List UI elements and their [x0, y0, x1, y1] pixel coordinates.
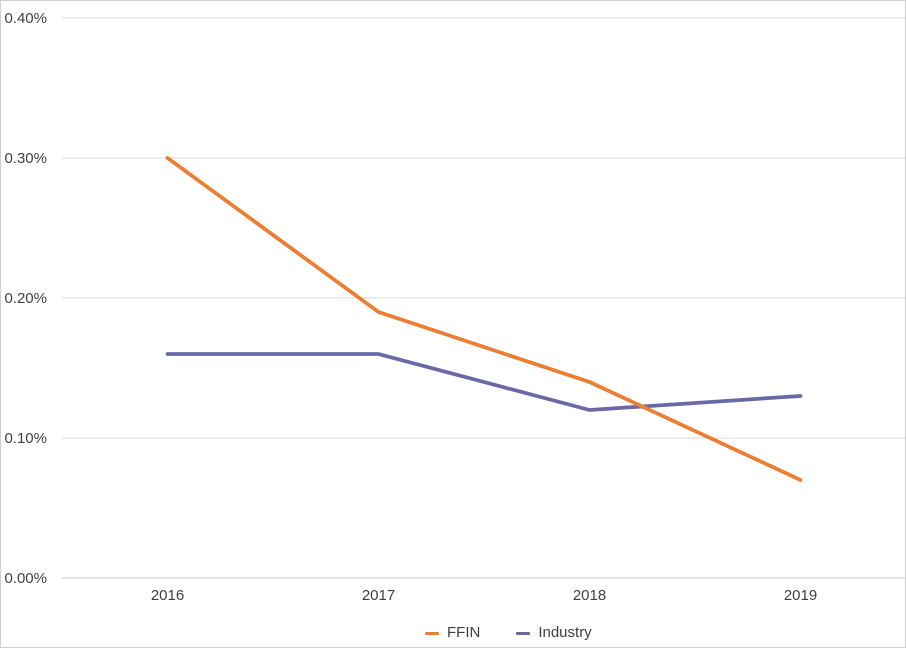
y-tick-label: 0.10%: [4, 430, 47, 447]
series-line-industry: [165, 352, 803, 412]
legend-label-ffin: FFIN: [447, 624, 481, 641]
legend-label-industry: Industry: [538, 624, 592, 641]
series-line-ffin: [165, 156, 803, 482]
x-tick-label: 2018: [573, 587, 606, 604]
chart-legend: FFIN Industry: [425, 623, 592, 643]
y-tick-label: 0.30%: [4, 150, 47, 167]
y-tick-label: 0.00%: [4, 570, 47, 587]
x-tick-label: 2019: [784, 587, 817, 604]
x-tick-label: 2017: [362, 587, 395, 604]
x-tick-label: 2016: [151, 587, 184, 604]
legend-swatch-ffin: [425, 631, 439, 635]
y-tick-label: 0.20%: [4, 290, 47, 307]
legend-item-ffin: FFIN: [425, 623, 480, 643]
legend-item-industry: Industry: [516, 623, 592, 643]
y-tick-label: 0.40%: [4, 10, 47, 27]
legend-swatch-industry: [516, 631, 531, 635]
